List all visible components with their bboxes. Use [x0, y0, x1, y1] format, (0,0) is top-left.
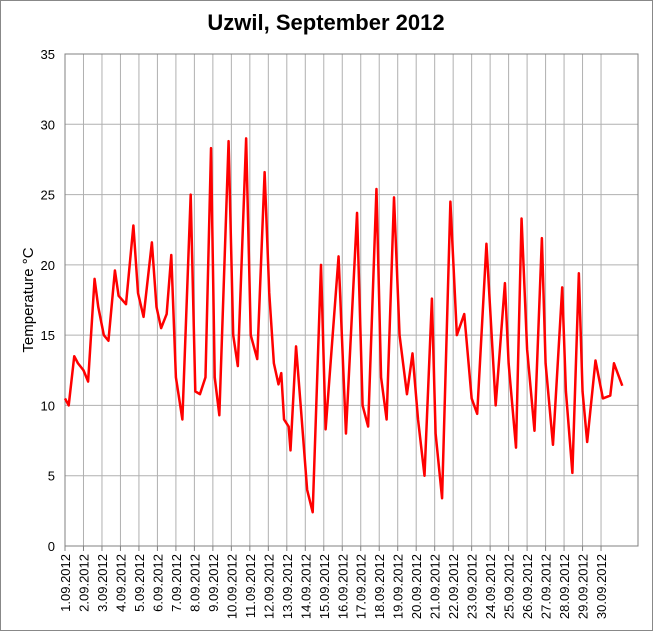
data-line — [63, 137, 624, 514]
plot-frame — [64, 53, 639, 547]
x-tick-label: 5.09.2012 — [132, 554, 147, 612]
y-tick-label: 5 — [48, 469, 55, 484]
x-tick-label: 29.09.2012 — [576, 554, 591, 619]
x-tick-label: 7.09.2012 — [169, 554, 184, 612]
y-axis-label: Temperature °C — [20, 247, 37, 352]
y-tick-label: 35 — [41, 47, 55, 62]
y-tick-label: 30 — [41, 117, 55, 132]
x-tick-label: 11.09.2012 — [243, 554, 258, 618]
x-tick-label: 25.09.2012 — [502, 554, 517, 619]
x-tick-label: 10.09.2012 — [224, 554, 239, 619]
x-tick-label: 6.09.2012 — [150, 554, 165, 612]
y-tick-label: 25 — [41, 188, 55, 203]
y-tick-label: 15 — [41, 328, 55, 343]
x-tick-label: 24.09.2012 — [483, 554, 498, 619]
x-tick-label: 30.09.2012 — [594, 554, 609, 619]
x-tick-label: 26.09.2012 — [520, 554, 535, 619]
x-tick-label: 20.09.2012 — [409, 554, 424, 619]
x-tick-label: 14.09.2012 — [298, 554, 313, 619]
x-tick-label: 17.09.2012 — [354, 554, 369, 619]
x-tick-label: 21.09.2012 — [428, 554, 443, 619]
x-tick-label: 18.09.2012 — [372, 554, 387, 619]
x-tick-label: 12.09.2012 — [261, 554, 276, 619]
x-tick-label: 19.09.2012 — [391, 554, 406, 619]
x-tick-label: 4.09.2012 — [113, 554, 128, 612]
x-tick-label: 13.09.2012 — [280, 554, 295, 619]
x-tick-label: 8.09.2012 — [187, 554, 202, 612]
x-tick-label: 27.09.2012 — [539, 554, 554, 619]
x-tick-label: 22.09.2012 — [446, 554, 461, 619]
x-tick-label: 23.09.2012 — [465, 554, 480, 619]
chart-title: Uzwil, September 2012 — [207, 10, 444, 35]
y-tick-label: 20 — [41, 258, 55, 273]
y-tick-label: 0 — [48, 539, 55, 554]
x-tick-label: 2.09.2012 — [76, 554, 91, 612]
x-tick-label: 15.09.2012 — [317, 554, 332, 619]
x-tick-label: 1.09.2012 — [58, 554, 73, 612]
y-tick-label: 10 — [41, 398, 55, 413]
x-tick-label: 16.09.2012 — [335, 554, 350, 619]
x-tick-label: 28.09.2012 — [557, 554, 572, 619]
x-tick-label: 3.09.2012 — [95, 554, 110, 612]
x-tick-label: 9.09.2012 — [206, 554, 221, 612]
